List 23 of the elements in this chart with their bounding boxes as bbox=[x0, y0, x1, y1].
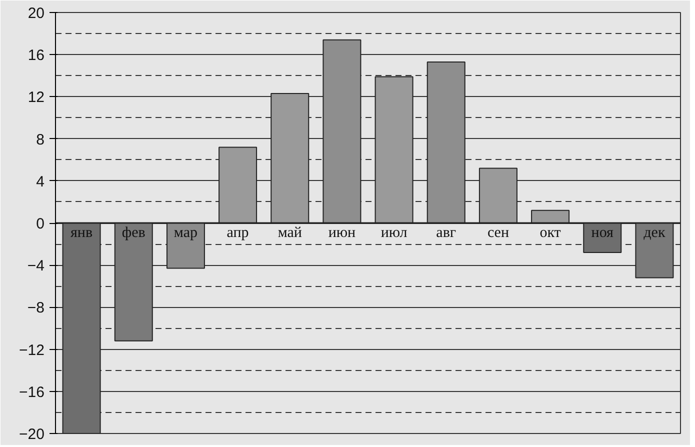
y-tick-label: −16 bbox=[19, 384, 45, 401]
y-tick-label: 20 bbox=[28, 5, 45, 22]
x-tick-label: янв bbox=[70, 225, 93, 241]
x-tick-label: июл bbox=[380, 225, 408, 241]
y-tick-label: −20 bbox=[19, 426, 45, 443]
x-tick-label: апр bbox=[226, 225, 249, 241]
x-tick-label: сен bbox=[487, 225, 509, 241]
x-tick-label: дек bbox=[644, 225, 666, 241]
x-tick-label: июн bbox=[328, 225, 356, 241]
x-tick-label: фев bbox=[122, 225, 146, 241]
y-tick-label: −8 bbox=[27, 300, 45, 317]
y-tick-label: 0 bbox=[36, 216, 44, 232]
y-tick-label: −12 bbox=[19, 342, 45, 359]
x-tick-label: май bbox=[278, 225, 302, 241]
x-tick-label: мар bbox=[174, 225, 198, 241]
y-tick-label: −4 bbox=[27, 258, 45, 275]
x-tick-label: ноя bbox=[591, 225, 614, 241]
y-tick-label: 4 bbox=[36, 173, 44, 190]
x-tick-label: окт bbox=[540, 225, 562, 241]
y-tick-label: 16 bbox=[28, 47, 45, 64]
y-tick-label: 8 bbox=[36, 131, 44, 148]
x-tick-label: авг bbox=[436, 225, 456, 241]
y-tick-label: 12 bbox=[28, 89, 45, 106]
